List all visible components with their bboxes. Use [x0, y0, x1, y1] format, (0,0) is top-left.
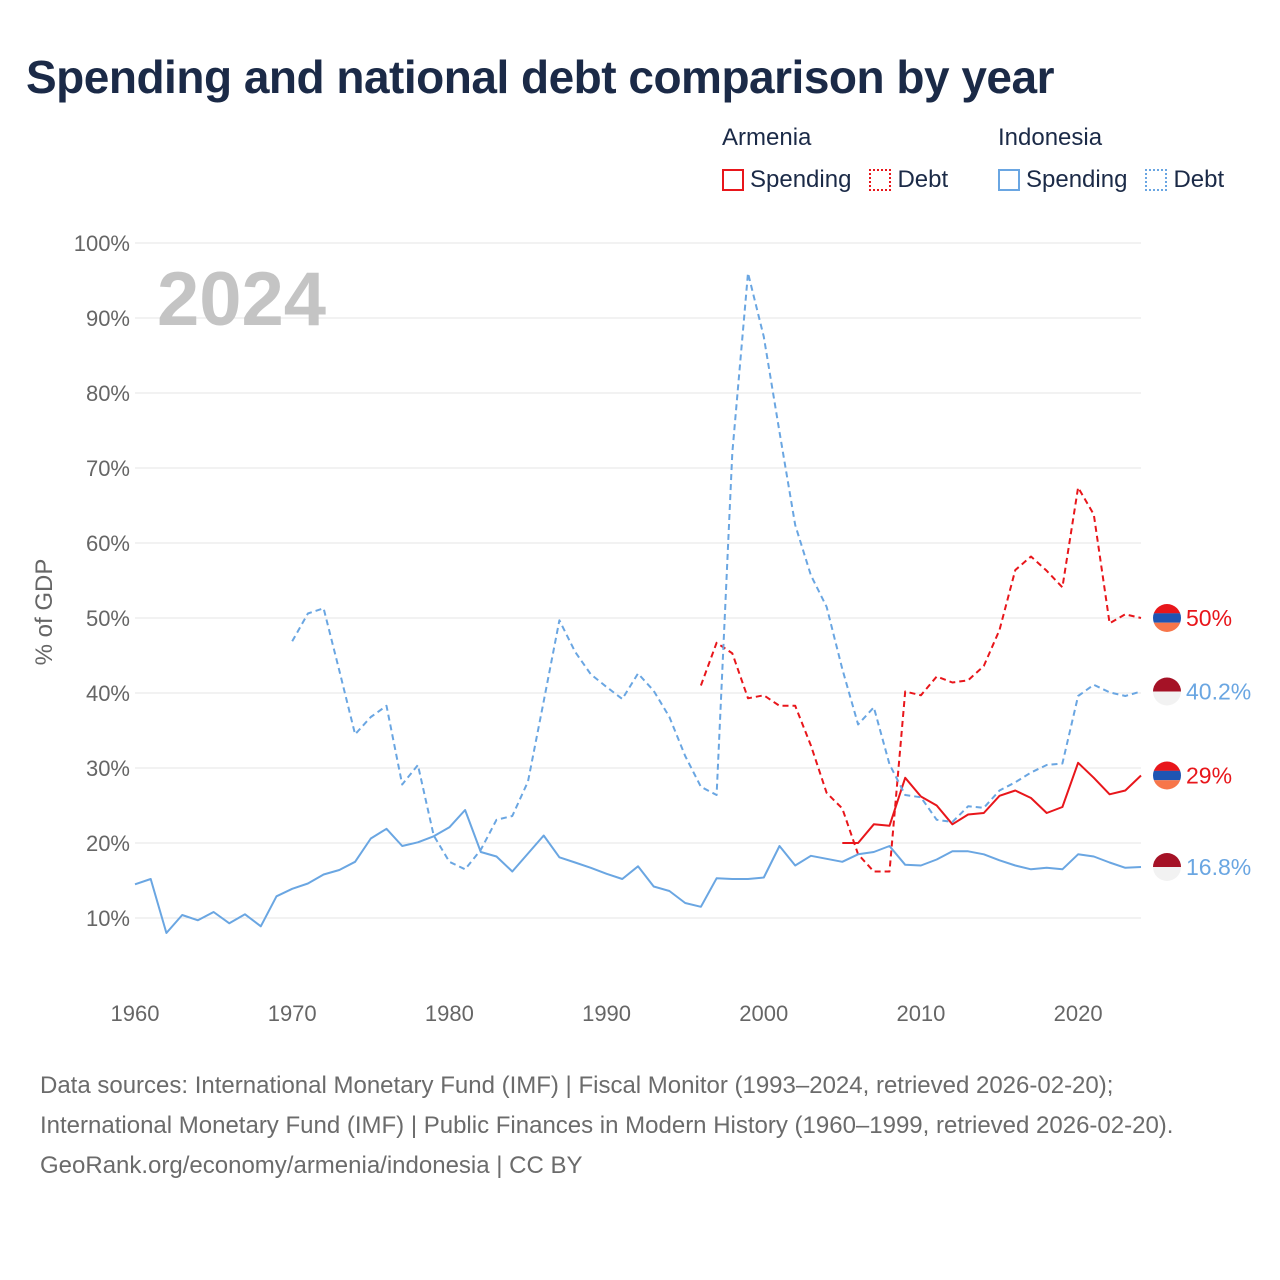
- legend-item-indonesia-spending[interactable]: Spending: [998, 166, 1127, 194]
- x-tick-label-1990: 1990: [582, 1001, 631, 1026]
- end-label-armenia-debt: 50%: [1186, 605, 1232, 631]
- legend-label-armenia-spending: Spending: [750, 166, 852, 193]
- y-tick-label-10: 10%: [86, 906, 130, 931]
- flag-indonesia-icon: [1153, 677, 1181, 706]
- x-tick-label-1960: 1960: [111, 1001, 160, 1026]
- legend-item-indonesia-debt[interactable]: Debt: [1145, 166, 1224, 194]
- series-line-indonesia-spending[interactable]: [134, 809, 1142, 934]
- series-line-armenia-spending[interactable]: [842, 761, 1142, 844]
- end-label-indonesia-spending: 16.8%: [1186, 854, 1251, 880]
- data-sources: Data sources: International Monetary Fun…: [40, 1072, 1174, 1139]
- legend-label-indonesia-spending: Spending: [1026, 166, 1128, 193]
- legend-item-armenia-debt[interactable]: Debt: [869, 166, 948, 194]
- line-chart: 10% 20% 30% 40% 50% 60% 70% 80% 90% 100% 1960 1970 1…: [31, 231, 1251, 1026]
- y-tick-label-90: 90%: [86, 306, 130, 331]
- x-tick-label-2000: 2000: [739, 1001, 788, 1026]
- x-tick-label-1980: 1980: [425, 1001, 474, 1026]
- legend-country-armenia: Armenia: [722, 124, 812, 151]
- y-tick-label-70: 70%: [86, 456, 130, 481]
- legend-swatch-armenia-debt: [869, 169, 892, 191]
- year-watermark: 2024: [157, 257, 326, 342]
- y-tick-label-50: 50%: [86, 606, 130, 631]
- series-line-armenia-debt[interactable]: [699, 486, 1142, 873]
- x-tick-label-2020: 2020: [1054, 1001, 1103, 1026]
- flag-indonesia-icon: [1153, 853, 1181, 881]
- credit-link[interactable]: GeoRank.org/economy/armenia/indonesia | …: [40, 1152, 583, 1179]
- marker-layer: 29% 50% 16.8% 40.2%: [1153, 604, 1251, 881]
- y-tick-label-80: 80%: [86, 381, 130, 406]
- legend-label-indonesia-debt: Debt: [1173, 166, 1225, 193]
- x-tick-label-1970: 1970: [268, 1001, 317, 1026]
- legend-group-armenia: Armenia Spending Debt: [722, 124, 948, 194]
- legend-swatch-armenia-spending: [722, 169, 744, 191]
- legend-group-indonesia: Indonesia Spending Debt: [998, 124, 1224, 194]
- legend-country-indonesia: Indonesia: [998, 124, 1103, 151]
- legend-swatch-indonesia-debt: [1145, 169, 1168, 191]
- y-tick-label-20: 20%: [86, 831, 130, 856]
- grid-layer: 10% 20% 30% 40% 50% 60% 70% 80% 90% 100% 1960 1970 1…: [74, 231, 1141, 1026]
- flag-armenia-icon: [1153, 761, 1181, 790]
- series-layer: [134, 272, 1142, 934]
- legend-swatch-indonesia-spending: [998, 169, 1020, 191]
- y-tick-label-60: 60%: [86, 531, 130, 556]
- flag-armenia-icon: [1153, 604, 1181, 632]
- legend-label-armenia-debt: Debt: [897, 166, 949, 193]
- y-tick-label-40: 40%: [86, 681, 130, 706]
- y-tick-label-30: 30%: [86, 756, 130, 781]
- series-line-indonesia-debt[interactable]: [291, 272, 1142, 871]
- end-label-armenia-spending: 29%: [1186, 763, 1232, 789]
- footer: Data sources: International Monetary Fun…: [40, 1066, 1240, 1186]
- end-label-indonesia-debt: 40.2%: [1186, 679, 1251, 705]
- legend-item-armenia-spending[interactable]: Spending: [722, 166, 851, 194]
- page-title: Spending and national debt comparison by…: [26, 51, 1055, 103]
- y-axis-label: % of GDP: [31, 559, 58, 666]
- y-tick-label-100: 100%: [74, 231, 130, 256]
- x-tick-label-2010: 2010: [896, 1001, 945, 1026]
